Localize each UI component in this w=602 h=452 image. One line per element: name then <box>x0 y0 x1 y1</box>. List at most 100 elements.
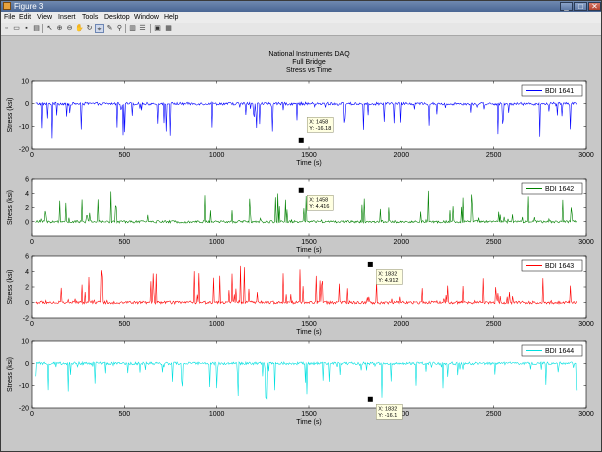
data-tip-x: X: 1832 <box>378 406 397 412</box>
menu-edit[interactable]: Edit <box>19 14 32 21</box>
series-line-bdi-1641 <box>35 101 578 139</box>
legend-icon[interactable]: ☰ <box>139 25 146 32</box>
y-tick-label: 0 <box>25 219 29 226</box>
x-tick-label: 2500 <box>486 152 502 159</box>
data-tip-marker <box>298 137 304 143</box>
y-tick-label: 0 <box>25 101 29 108</box>
legend[interactable]: BDI 1643 <box>521 259 583 272</box>
x-tick-label: 1500 <box>301 152 317 159</box>
save-icon[interactable]: ▪ <box>25 25 28 32</box>
menu-tools[interactable]: Tools <box>82 14 99 21</box>
legend-box <box>521 182 583 195</box>
x-tick-label: 0 <box>30 152 34 159</box>
x-tick-label: 2000 <box>394 152 410 159</box>
menu-bar: File Edit View Insert Tools Desktop Wind… <box>1 12 601 23</box>
y-tick-label: 4 <box>25 191 29 198</box>
data-tip-x: X: 1458 <box>309 197 328 203</box>
x-tick-label: 1500 <box>301 411 317 418</box>
data-tip-y: Y: 4.912 <box>378 278 398 284</box>
menu-help[interactable]: Help <box>164 14 179 21</box>
y-tick-label: 0 <box>25 361 29 368</box>
toolbar-separator <box>125 24 126 33</box>
legend-entry: BDI 1641 <box>545 88 574 95</box>
data-tip-marker <box>367 261 373 267</box>
data-tip-x: X: 1458 <box>309 119 328 125</box>
x-axis-label: Time (s) <box>296 160 321 167</box>
maximize-button[interactable]: □ <box>574 2 587 11</box>
x-tick-label: 0 <box>30 239 34 246</box>
menu-desktop[interactable]: Desktop <box>104 14 130 21</box>
select-arrow-icon[interactable]: ↖ <box>46 25 53 32</box>
legend-box <box>521 259 583 272</box>
y-tick-label: 10 <box>21 339 29 346</box>
figure-title: National Instruments DAQ Full Bridge Str… <box>268 51 350 74</box>
data-tip-box <box>306 195 334 211</box>
x-tick-label: 500 <box>118 152 130 159</box>
axes-1: 0 500 1000 1500 2000 2500 3000 -20 -10 0 10 Time (s… <box>7 79 594 168</box>
y-tick-label: -20 <box>19 147 29 154</box>
show-plot-tools-icon[interactable]: ▦ <box>165 25 172 32</box>
x-axis-label: Time (s) <box>296 247 321 254</box>
open-file-icon[interactable]: ▭ <box>13 25 20 32</box>
x-tick-label: 1000 <box>209 411 225 418</box>
title-line-2: Full Bridge <box>292 59 326 66</box>
menu-insert[interactable]: Insert <box>58 14 76 21</box>
title-bar[interactable]: Figure 3 _ □ ✕ <box>1 1 601 12</box>
legend-box <box>521 84 583 97</box>
x-tick-label: 500 <box>118 411 130 418</box>
x-tick-label: 2500 <box>486 411 502 418</box>
y-tick-label: 2 <box>25 205 29 212</box>
x-tick-label: 1000 <box>209 321 225 328</box>
data-tip-y: Y: -16.18 <box>309 126 331 132</box>
legend[interactable]: BDI 1642 <box>521 182 583 195</box>
print-icon[interactable]: ▤ <box>33 25 40 32</box>
y-tick-label: -20 <box>19 406 29 413</box>
figure-canvas: National Instruments DAQ Full Bridge Str… <box>1 36 601 451</box>
legend[interactable]: BDI 1644 <box>521 344 583 357</box>
x-axis-label: Time (s) <box>296 419 321 426</box>
y-axis-label: Stress (ksi) <box>7 270 14 305</box>
close-button[interactable]: ✕ <box>588 2 601 11</box>
hide-plot-tools-icon[interactable]: ▣ <box>154 25 161 32</box>
y-tick-label: 6 <box>25 177 29 184</box>
rotate-icon[interactable]: ↻ <box>86 25 93 32</box>
x-tick-label: 2500 <box>486 321 502 328</box>
y-axis-label: Stress (ksi) <box>7 357 14 392</box>
menu-window[interactable]: Window <box>134 14 159 21</box>
y-tick-label: 2 <box>25 285 29 292</box>
x-tick-label: 2000 <box>394 321 410 328</box>
x-tick-label: 3000 <box>578 152 594 159</box>
link-icon[interactable]: ⚲ <box>116 25 123 32</box>
pan-icon[interactable]: ✋ <box>75 25 84 32</box>
x-axis-label: Time (s) <box>296 329 321 336</box>
new-figure-icon[interactable]: ▫ <box>5 25 8 32</box>
toolbar-separator <box>42 24 43 33</box>
y-tick-label: -10 <box>19 383 29 390</box>
colorbar-icon[interactable]: ▥ <box>129 25 136 32</box>
x-tick-label: 0 <box>30 411 34 418</box>
zoom-in-icon[interactable]: ⊕ <box>56 25 63 32</box>
minimize-button[interactable]: _ <box>560 2 573 11</box>
data-tip-x: X: 1832 <box>378 271 397 277</box>
legend-entry: BDI 1642 <box>545 186 574 193</box>
brush-icon[interactable]: ✎ <box>106 25 113 32</box>
data-tip-y: Y: -16.1 <box>378 413 397 419</box>
legend[interactable]: BDI 1641 <box>521 84 583 97</box>
menu-file[interactable]: File <box>4 14 16 21</box>
series-line-bdi-1642 <box>35 190 577 224</box>
zoom-out-icon[interactable]: ⊖ <box>66 25 73 32</box>
x-tick-label: 500 <box>118 321 130 328</box>
data-cursor-icon[interactable]: ⌖ <box>95 24 104 33</box>
x-tick-label: 2000 <box>394 239 410 246</box>
menu-view[interactable]: View <box>37 14 53 21</box>
x-tick-label: 0 <box>30 321 34 328</box>
axes-2: 0 500 1000 1500 2000 2500 3000 0 2 4 6 Time (s) Stre… <box>7 177 594 255</box>
plots-svg: National Instruments DAQ Full Bridge Str… <box>7 51 594 426</box>
series-line-bdi-1644 <box>35 360 578 400</box>
